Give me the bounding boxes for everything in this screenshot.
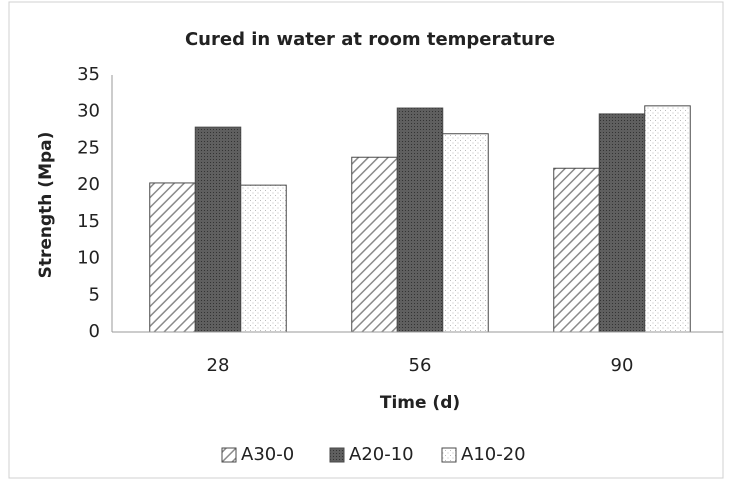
y-tick-label: 15: [77, 211, 100, 232]
bar: [553, 167, 600, 333]
y-tick-label: 35: [77, 64, 100, 85]
y-tick-label: 0: [89, 321, 100, 342]
legend-label: A20-10: [349, 444, 414, 465]
bar: [240, 184, 287, 333]
x-axis-label: Time (d): [380, 393, 460, 413]
y-axis-label: Strength (Mpa): [36, 132, 56, 279]
x-tick-label: 28: [207, 355, 230, 376]
legend-swatch: [441, 447, 457, 463]
bar: [396, 107, 444, 333]
bar: [598, 113, 646, 333]
y-tick-label: 10: [77, 248, 100, 269]
legend-label: A30-0: [241, 444, 294, 465]
bar: [149, 182, 196, 333]
bar: [644, 105, 691, 333]
legend-swatch: [329, 447, 345, 463]
x-tick-label: 56: [409, 355, 432, 376]
y-tick-label: 5: [89, 284, 100, 305]
legend-swatch: [221, 447, 237, 463]
bar: [442, 133, 489, 333]
bar: [351, 156, 398, 333]
y-tick-label: 25: [77, 137, 100, 158]
x-tick-label: 90: [611, 355, 634, 376]
legend-label: A10-20: [461, 444, 526, 465]
bar: [194, 126, 242, 333]
y-tick-label: 30: [77, 101, 100, 122]
chart-title: Cured in water at room temperature: [185, 29, 555, 50]
y-tick-label: 20: [77, 174, 100, 195]
